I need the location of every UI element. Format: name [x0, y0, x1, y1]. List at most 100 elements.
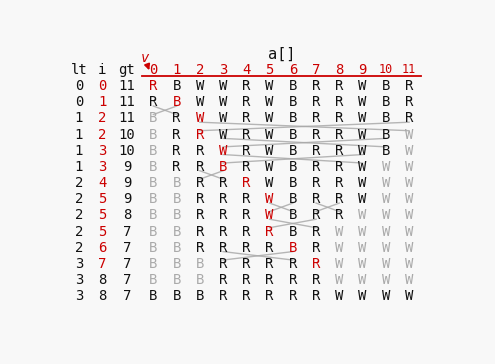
Text: W: W [405, 225, 413, 238]
Text: R: R [219, 273, 227, 287]
Text: W: W [265, 208, 274, 222]
Text: B: B [382, 95, 390, 109]
Text: W: W [382, 225, 390, 238]
Text: W: W [382, 241, 390, 255]
Text: B: B [149, 208, 157, 222]
Text: W: W [405, 257, 413, 271]
Text: W: W [265, 144, 274, 158]
Text: W: W [265, 160, 274, 174]
Text: R: R [335, 111, 344, 125]
Text: R: R [312, 225, 320, 238]
Text: W: W [358, 144, 367, 158]
Text: B: B [196, 289, 204, 303]
Text: R: R [405, 95, 413, 109]
Text: 1: 1 [75, 111, 83, 125]
Text: R: R [405, 79, 413, 93]
Text: B: B [289, 111, 297, 125]
Text: W: W [358, 273, 367, 287]
Text: R: R [242, 95, 250, 109]
Text: W: W [382, 176, 390, 190]
Text: 4: 4 [98, 176, 106, 190]
Text: W: W [335, 289, 344, 303]
Text: R: R [242, 127, 250, 142]
Text: R: R [312, 289, 320, 303]
Text: R: R [335, 95, 344, 109]
Text: B: B [149, 127, 157, 142]
Text: B: B [289, 79, 297, 93]
Text: 3: 3 [219, 63, 227, 77]
Text: R: R [219, 241, 227, 255]
Text: i: i [98, 63, 106, 77]
Text: W: W [335, 273, 344, 287]
Text: R: R [242, 273, 250, 287]
Text: B: B [172, 273, 181, 287]
Text: 3: 3 [98, 160, 106, 174]
Text: 2: 2 [75, 208, 83, 222]
Text: W: W [265, 127, 274, 142]
Text: 8: 8 [335, 63, 344, 77]
Text: W: W [405, 160, 413, 174]
Text: W: W [358, 257, 367, 271]
Text: R: R [312, 95, 320, 109]
Text: R: R [335, 176, 344, 190]
Text: W: W [335, 241, 344, 255]
Text: 0: 0 [75, 95, 83, 109]
Text: 2: 2 [75, 176, 83, 190]
Text: W: W [405, 127, 413, 142]
Text: R: R [242, 208, 250, 222]
Text: R: R [312, 79, 320, 93]
Text: 10: 10 [119, 127, 135, 142]
Text: R: R [149, 79, 157, 93]
Text: 2: 2 [75, 225, 83, 238]
Text: 6: 6 [289, 63, 297, 77]
Text: 0: 0 [98, 79, 106, 93]
Text: R: R [335, 192, 344, 206]
Text: 5: 5 [98, 208, 106, 222]
Text: B: B [172, 225, 181, 238]
Text: W: W [265, 192, 274, 206]
Text: R: R [289, 289, 297, 303]
Text: W: W [219, 127, 227, 142]
Text: B: B [172, 289, 181, 303]
Text: R: R [149, 95, 157, 109]
Text: R: R [312, 192, 320, 206]
Text: B: B [149, 192, 157, 206]
Text: B: B [289, 160, 297, 174]
Text: W: W [265, 79, 274, 93]
Text: W: W [358, 289, 367, 303]
Text: B: B [149, 273, 157, 287]
Text: W: W [265, 95, 274, 109]
Text: R: R [335, 144, 344, 158]
Text: W: W [219, 79, 227, 93]
Text: 8: 8 [98, 273, 106, 287]
Text: R: R [242, 241, 250, 255]
Text: R: R [335, 79, 344, 93]
Text: R: R [335, 127, 344, 142]
Text: lt: lt [71, 63, 87, 77]
Text: B: B [289, 127, 297, 142]
Text: R: R [265, 273, 274, 287]
Text: 1: 1 [98, 95, 106, 109]
Text: W: W [405, 241, 413, 255]
Text: W: W [382, 160, 390, 174]
Text: R: R [265, 257, 274, 271]
Text: R: R [219, 208, 227, 222]
Text: 9: 9 [358, 63, 367, 77]
Text: W: W [358, 176, 367, 190]
Text: 11: 11 [119, 95, 135, 109]
Text: R: R [242, 176, 250, 190]
Text: W: W [382, 192, 390, 206]
Text: R: R [242, 79, 250, 93]
Text: W: W [358, 127, 367, 142]
Text: gt: gt [119, 63, 135, 77]
Text: R: R [312, 160, 320, 174]
Text: 6: 6 [98, 241, 106, 255]
Text: W: W [405, 208, 413, 222]
Text: 3: 3 [98, 144, 106, 158]
Text: B: B [382, 79, 390, 93]
Text: R: R [219, 176, 227, 190]
Text: R: R [219, 289, 227, 303]
Text: R: R [219, 225, 227, 238]
Text: 7: 7 [123, 257, 131, 271]
Text: 1: 1 [75, 160, 83, 174]
